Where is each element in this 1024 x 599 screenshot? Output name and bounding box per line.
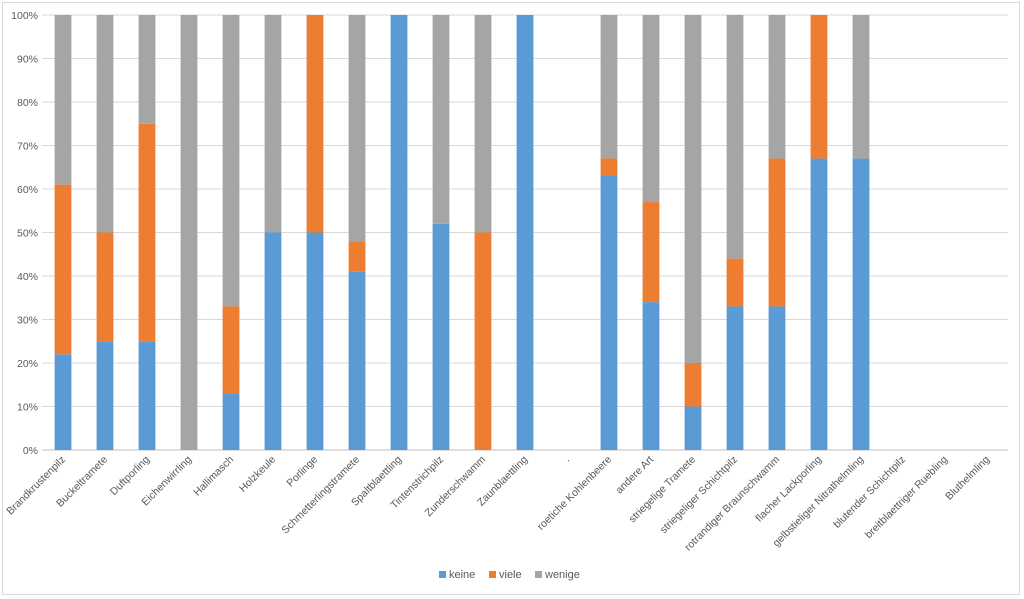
bar-segment-keine (642, 302, 660, 450)
bar-segment-viele (684, 363, 702, 407)
x-tick-label: . (562, 454, 573, 465)
legend-label: wenige (544, 569, 580, 581)
bar-segment-keine (222, 393, 240, 450)
y-tick-label: 0% (23, 445, 38, 457)
y-tick-label: 30% (17, 315, 38, 327)
bar-segment-keine (96, 341, 114, 450)
bar-segment-viele (810, 15, 828, 159)
x-tick-label: blutender Schichtpilz (831, 454, 908, 531)
x-axis: BrandkrustenpilzBuckeltrameteDuftporling… (4, 453, 992, 553)
legend-swatch-wenige (535, 571, 542, 578)
bar-segment-viele (726, 258, 744, 307)
bar-segment-viele (96, 232, 114, 342)
y-tick-label: 100% (11, 10, 38, 22)
x-tick-label: Porlinge (284, 454, 320, 490)
x-tick-label: Duftporling (108, 454, 153, 499)
bar-segment-viele (306, 15, 324, 233)
x-tick-label: striegeliger Schichtpilz (658, 454, 740, 536)
bars (54, 15, 870, 451)
y-tick-label: 40% (17, 271, 38, 283)
bar-segment-viele (768, 158, 786, 307)
y-axis: 0% 10% 20% 30% 40% 50% 60% 70% 80% 90% 100% (11, 10, 38, 457)
y-tick-label: 20% (17, 358, 38, 370)
bar-segment-wenige (768, 15, 786, 159)
x-tick-label: roetiche Kohlenbeere (535, 454, 614, 533)
bar-segment-keine (852, 158, 870, 451)
x-tick-label: breitblaettriger Ruebling (863, 454, 950, 541)
bar-segment-keine (432, 223, 450, 450)
legend-swatch-keine (439, 571, 446, 578)
bar-segment-wenige (852, 15, 870, 159)
bar-segment-viele (642, 202, 660, 303)
bar-segment-wenige (684, 15, 702, 363)
bar-segment-wenige (264, 15, 282, 233)
bar-segment-keine (726, 306, 744, 450)
y-tick-label: 60% (17, 184, 38, 196)
bar-segment-wenige (96, 15, 114, 233)
bar-segment-wenige (642, 15, 660, 203)
bar-segment-wenige (726, 15, 744, 259)
x-tick-label: andere Art (613, 454, 656, 497)
x-tick-label: Holzkeule (237, 454, 278, 495)
bar-segment-keine (684, 406, 702, 450)
y-tick-label: 10% (17, 402, 38, 414)
bar-segment-wenige (600, 15, 618, 159)
bar-segment-keine (264, 232, 282, 450)
bar-segment-wenige (432, 15, 450, 224)
x-tick-label: Brandkrustenpilz (4, 454, 68, 518)
bar-segment-viele (474, 232, 492, 450)
bar-segment-keine (768, 306, 786, 450)
legend-label: viele (499, 569, 522, 581)
bar-segment-viele (348, 241, 366, 272)
bar-segment-keine (600, 175, 618, 450)
bar-segment-viele (222, 306, 240, 394)
bar-segment-wenige (138, 15, 156, 124)
x-tick-label: Hallimasch (191, 454, 236, 499)
bar-segment-keine (810, 158, 828, 451)
bar-segment-keine (348, 271, 366, 450)
bar-segment-keine (516, 15, 534, 450)
bar-segment-wenige (474, 15, 492, 233)
bar-segment-viele (54, 184, 72, 355)
bar-segment-keine (54, 354, 72, 450)
bar-segment-wenige (180, 15, 198, 450)
y-tick-label: 90% (17, 54, 38, 66)
x-tick-label: Bluthelmling (943, 454, 992, 503)
x-tick-label: Schmetterlingstramete (279, 454, 362, 537)
y-tick-label: 50% (17, 228, 38, 240)
y-tick-label: 80% (17, 97, 38, 109)
bar-segment-wenige (348, 15, 366, 242)
legend: keine viele wenige (439, 569, 580, 581)
bar-segment-wenige (54, 15, 72, 185)
legend-label: keine (449, 569, 475, 581)
y-tick-label: 70% (17, 141, 38, 153)
legend-swatch-viele (489, 571, 496, 578)
bar-segment-keine (138, 341, 156, 450)
bar-segment-viele (600, 158, 618, 176)
bar-segment-keine (306, 232, 324, 450)
bar-segment-viele (138, 123, 156, 342)
bar-segment-keine (390, 15, 408, 450)
bar-segment-wenige (222, 15, 240, 307)
